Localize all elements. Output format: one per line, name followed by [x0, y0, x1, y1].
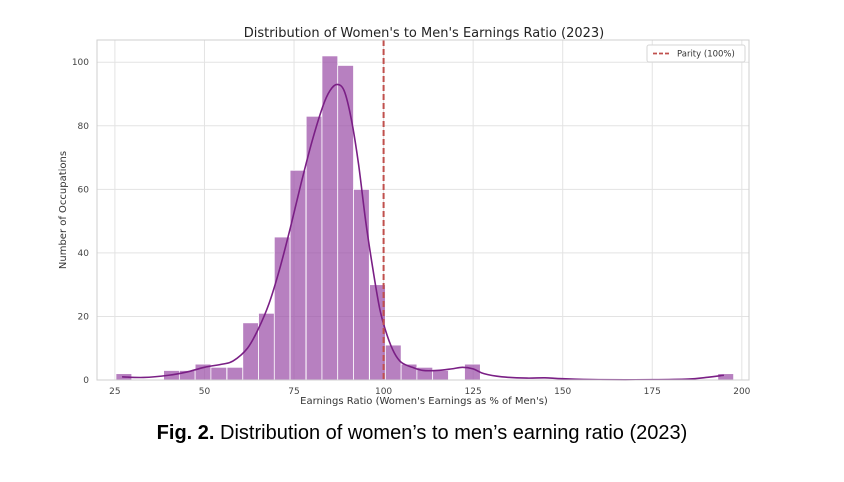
y-tick-label: 80	[78, 122, 90, 132]
x-axis-label: Earnings Ratio (Women's Earnings as % of…	[300, 396, 548, 407]
plot-frame	[96, 39, 750, 381]
histogram-bar	[210, 366, 228, 381]
y-axis-label: Number of Occupations	[58, 151, 69, 269]
histogram-chart: Distribution of Women's to Men's Earning…	[58, 26, 751, 407]
x-tick-label: 200	[733, 387, 750, 397]
y-tick-label: 0	[83, 376, 89, 386]
legend-box	[646, 44, 746, 63]
legend-label: Parity (100%)	[677, 50, 735, 60]
x-tick-label: 25	[109, 387, 120, 397]
kde-curve	[122, 83, 725, 381]
x-tick-label: 175	[644, 387, 661, 397]
y-tick-label: 100	[72, 58, 89, 68]
histogram-bar	[226, 366, 244, 381]
histogram-bar	[717, 373, 735, 381]
x-tick-label: 150	[554, 387, 571, 397]
y-tick-label: 20	[78, 312, 90, 322]
figure-caption: Fig. 2. Distribution of women’s to men’s…	[0, 422, 844, 445]
plot-area: 25 50 75 100 125 150 175 200 0 20 40 60 80 100 Parity …	[72, 39, 751, 397]
histogram-bar	[337, 65, 354, 381]
x-tick-label: 75	[288, 387, 299, 397]
caption-prefix: Fig. 2.	[156, 422, 215, 444]
y-tick-label: 60	[78, 185, 90, 195]
caption-text: Distribution of women’s to men’s earning…	[214, 422, 688, 444]
histogram-bar	[289, 169, 307, 381]
x-tick-label: 50	[199, 387, 211, 397]
histogram-bar	[464, 363, 481, 381]
histogram-bar	[353, 188, 370, 381]
x-tick-label: 125	[465, 387, 482, 397]
x-tick-label: 100	[375, 387, 392, 397]
y-tick-label: 40	[78, 249, 90, 259]
histogram-bar	[432, 370, 449, 381]
chart-title: Distribution of Women's to Men's Earning…	[244, 26, 604, 41]
